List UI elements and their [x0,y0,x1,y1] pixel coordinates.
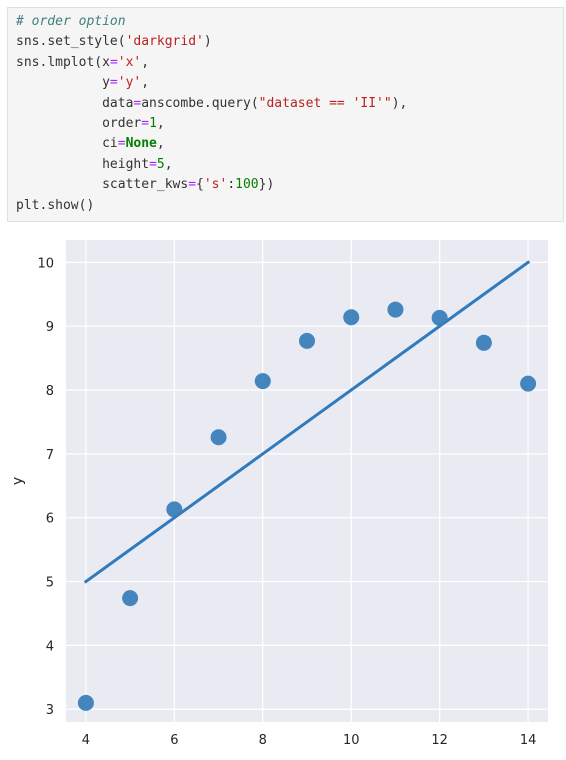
scatter-point [122,590,139,607]
code-token: . [39,54,48,70]
scatter-point [343,309,360,326]
y-tick-label: 8 [46,384,54,399]
chart-figure: 4 6 8 10 12 14 3 4 5 6 7 8 9 10 y [0,226,566,756]
code-token [16,75,102,90]
code-token: : [227,177,236,193]
y-tick-label: 4 [46,639,54,654]
code-token: 100 [235,177,259,193]
code-token: data [102,95,134,111]
code-token: = [109,75,118,91]
y-tick-label: 3 [46,703,54,718]
code-block[interactable]: # order option sns.set_style('darkgrid') s… [16,12,555,216]
code-token: plt [16,197,40,213]
code-token [16,177,102,192]
code-token: , [156,115,165,131]
scatter-point [520,375,537,392]
code-line: scatter_kws={'s':100}) [16,175,555,195]
plot-background [66,240,548,722]
code-token [16,96,102,111]
x-tick-label: 12 [431,733,448,748]
code-token: = [149,156,157,172]
code-line: ci=None, [16,134,555,154]
code-line: y='y', [16,73,555,93]
y-tick-label: 6 [46,512,54,527]
code-token: , [141,75,150,91]
code-token: 'y' [117,75,142,91]
code-token: sns [16,34,40,50]
code-token [16,157,102,172]
scatter-point [166,501,183,518]
code-token: query [211,95,251,111]
scatter-point [475,334,492,351]
code-token: lmplot [47,54,95,70]
code-token: , [141,54,150,70]
code-token: ( [250,95,259,111]
code-token: ci [102,136,118,152]
code-token: y [102,75,110,91]
code-token: = [109,54,118,70]
code-token: show [47,197,79,213]
code-line: # order option [16,12,555,32]
code-cell[interactable]: # order option sns.set_style('darkgrid') s… [7,7,564,222]
code-token: , [164,156,173,172]
code-line: data=anscombe.query("dataset == 'II'"), [16,94,555,114]
code-token: height [102,156,150,172]
code-token: 1 [149,115,157,131]
code-token [16,136,102,151]
scatter-point [77,694,94,711]
x-tick-label: 14 [520,733,537,748]
code-token: = [133,95,142,111]
regression-line [83,260,531,584]
code-line: sns.lmplot(x='x', [16,53,555,73]
regression-scatter-chart: 4 6 8 10 12 14 3 4 5 6 7 8 9 10 y [10,240,548,748]
y-tick-label: 9 [46,320,54,335]
code-token: () [78,197,95,213]
code-line: sns.set_style('darkgrid') [16,32,555,52]
code-token: ), [391,95,408,111]
x-tick-label: 10 [343,733,360,748]
x-tick-label: 8 [259,733,267,748]
code-token: order [102,115,142,131]
scatter-point [387,301,404,318]
code-token: . [39,197,48,213]
code-token: = [188,177,197,193]
code-token: = [117,136,126,152]
y-tick-label: 7 [46,448,54,463]
y-axis-label: y [10,477,26,485]
code-token: , [156,136,165,152]
code-token: . [203,95,212,111]
code-line: order=1, [16,114,555,134]
x-tick-label: 6 [170,733,178,748]
code-token: x [102,54,110,70]
code-token: = [141,115,150,131]
code-token: 'darkgrid' [125,34,204,50]
code-token: ) [203,34,212,50]
code-token: anscombe [141,95,204,111]
code-token: "dataset == 'II'" [258,95,392,111]
code-token: 's' [203,177,228,193]
code-token: }) [258,177,275,193]
code-token: sns [16,54,40,70]
code-token: ( [117,34,126,50]
code-token: { [196,177,204,193]
x-tick-label: 4 [82,733,90,748]
code-token: scatter_kws [102,177,189,193]
code-line: height=5, [16,155,555,175]
code-token: 'x' [117,54,142,70]
code-line: plt.show() [16,196,555,216]
scatter-point [210,429,227,446]
code-token: 5 [156,156,165,172]
y-tick-label: 10 [37,256,54,271]
code-token: # order option [16,14,126,29]
scatter-point [431,309,448,326]
code-token: . [39,34,48,50]
code-token [16,116,102,131]
code-token: ( [94,54,103,70]
y-tick-label: 5 [46,576,54,591]
code-token: None [125,136,157,152]
scatter-point [299,332,315,349]
scatter-point [254,373,271,390]
code-token: set_style [47,34,118,50]
